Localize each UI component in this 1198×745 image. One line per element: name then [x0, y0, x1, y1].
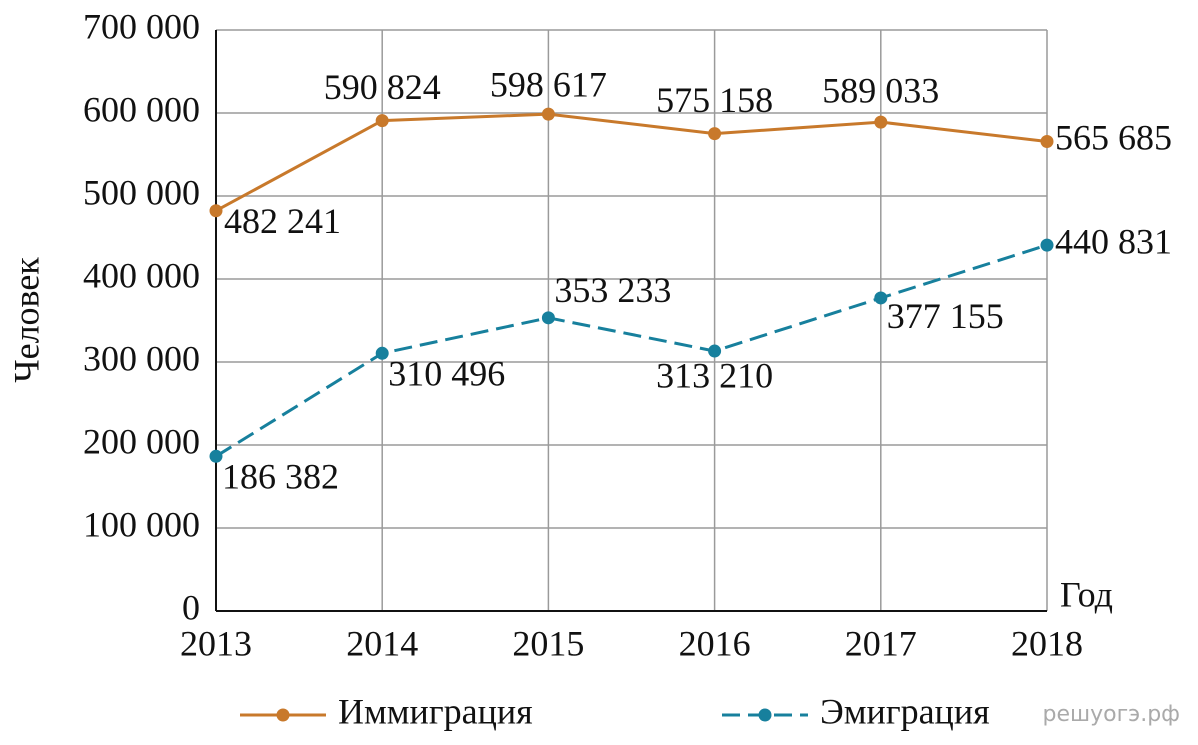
x-tick-label: 2017: [845, 623, 917, 663]
x-tick-label: 2018: [1011, 623, 1083, 663]
data-point: [541, 107, 555, 121]
y-tick-label: 700 000: [83, 6, 200, 46]
legend-marker: [276, 708, 290, 722]
data-label: 313 210: [656, 355, 773, 395]
data-label: 310 496: [388, 354, 505, 394]
y-tick-label: 300 000: [83, 338, 200, 378]
y-tick-label: 0: [182, 587, 200, 627]
watermark: решуогэ.рф: [1042, 702, 1180, 727]
y-tick-label: 600 000: [83, 89, 200, 129]
y-axis-label: Человек: [6, 257, 46, 383]
data-label: 377 155: [887, 296, 1004, 336]
data-label: 598 617: [490, 64, 607, 104]
y-tick-label: 100 000: [83, 504, 200, 544]
data-point: [874, 291, 888, 305]
data-point: [1040, 134, 1054, 148]
data-label: 440 831: [1055, 221, 1172, 261]
data-label: 565 685: [1055, 118, 1172, 158]
x-axis-label: Год: [1060, 574, 1113, 614]
x-tick-label: 2013: [180, 623, 252, 663]
data-point: [209, 449, 223, 463]
legend-label: Эмиграция: [820, 691, 990, 731]
data-point: [375, 346, 389, 360]
series-line: [215, 243, 1048, 458]
y-tick-label: 500 000: [83, 172, 200, 212]
y-tick-label: 400 000: [83, 255, 200, 295]
x-tick-label: 2016: [679, 623, 751, 663]
data-point: [375, 114, 389, 128]
data-point: [708, 344, 722, 358]
data-label: 590 824: [324, 67, 441, 107]
x-tick-label: 2015: [512, 623, 584, 663]
series-line: [215, 112, 1048, 213]
data-label: 482 241: [224, 201, 341, 241]
data-point: [209, 204, 223, 218]
data-point: [874, 115, 888, 129]
data-label: 186 382: [222, 457, 339, 497]
data-label: 575 158: [656, 80, 773, 120]
data-label: 353 233: [554, 270, 671, 310]
legend-label: Иммиграция: [338, 691, 533, 731]
data-point: [1040, 238, 1054, 252]
x-tick-label: 2014: [346, 623, 418, 663]
data-point: [541, 311, 555, 325]
data-label: 589 033: [822, 70, 939, 110]
legend-marker: [758, 708, 772, 722]
y-tick-label: 200 000: [83, 421, 200, 461]
data-point: [708, 127, 722, 141]
